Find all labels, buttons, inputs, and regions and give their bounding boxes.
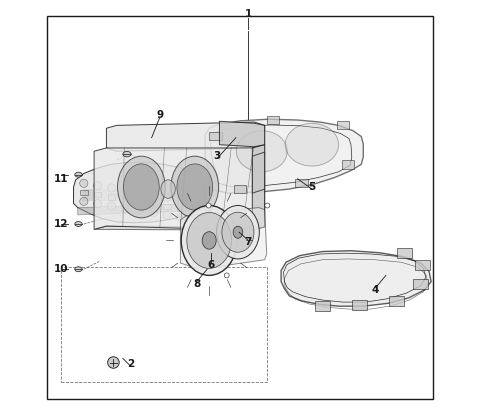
Bar [149,201,157,206]
Text: 3: 3 [214,151,221,161]
Circle shape [94,182,102,190]
Ellipse shape [187,212,231,268]
Ellipse shape [233,226,243,238]
Circle shape [191,216,199,224]
Circle shape [80,179,88,187]
Bar [296,179,308,187]
Bar [122,197,129,202]
Text: 10: 10 [54,264,69,274]
Circle shape [224,273,229,278]
Bar [136,199,143,204]
Text: 5: 5 [308,182,315,192]
Circle shape [108,357,119,368]
Ellipse shape [75,267,82,272]
Ellipse shape [181,206,237,275]
Bar [341,160,354,169]
Ellipse shape [75,172,82,177]
Ellipse shape [171,156,218,218]
Bar [177,206,185,211]
Polygon shape [205,119,363,193]
Circle shape [135,206,144,215]
Bar [413,279,428,289]
Circle shape [121,204,130,212]
Ellipse shape [75,222,82,226]
Polygon shape [107,122,264,151]
Circle shape [149,191,157,199]
Circle shape [163,193,171,201]
Text: 9: 9 [156,110,163,120]
Circle shape [191,198,199,206]
Circle shape [94,200,102,208]
Circle shape [163,211,171,219]
Ellipse shape [123,164,159,210]
Bar [397,248,412,258]
Polygon shape [73,162,205,223]
Polygon shape [94,145,264,230]
Circle shape [265,203,270,208]
Polygon shape [219,121,264,147]
Polygon shape [180,208,267,269]
Bar [336,121,349,129]
Circle shape [121,186,130,194]
Circle shape [108,184,116,192]
Circle shape [80,197,88,206]
Text: 12: 12 [54,219,69,229]
Bar [389,296,404,306]
Circle shape [206,203,211,208]
Ellipse shape [216,206,259,259]
Text: 1: 1 [245,9,252,19]
Bar [94,192,101,197]
Circle shape [108,202,116,210]
Circle shape [177,213,185,222]
Ellipse shape [285,123,339,166]
Text: 6: 6 [208,260,215,270]
Ellipse shape [236,131,287,172]
Bar [352,300,367,310]
Ellipse shape [222,212,254,252]
Bar [61,267,267,382]
Circle shape [177,195,185,203]
Ellipse shape [177,164,213,210]
Ellipse shape [161,180,175,198]
Text: 2: 2 [128,359,135,369]
Text: 11: 11 [54,174,69,184]
Text: 4: 4 [372,285,379,295]
Bar [315,301,330,311]
Bar [209,132,221,140]
Text: 8: 8 [193,279,201,289]
Bar [108,194,115,200]
Ellipse shape [123,152,131,157]
Bar [80,190,87,195]
Bar [416,260,430,270]
Ellipse shape [202,232,216,249]
Polygon shape [252,152,264,193]
Bar [234,185,246,193]
Bar [191,208,199,213]
Ellipse shape [118,156,165,218]
Polygon shape [252,145,264,230]
Polygon shape [78,203,205,215]
Polygon shape [94,226,264,230]
Text: 7: 7 [244,238,252,247]
Polygon shape [281,251,431,306]
Circle shape [135,188,144,196]
Bar [267,116,279,124]
Circle shape [149,209,157,217]
Bar [163,203,171,209]
